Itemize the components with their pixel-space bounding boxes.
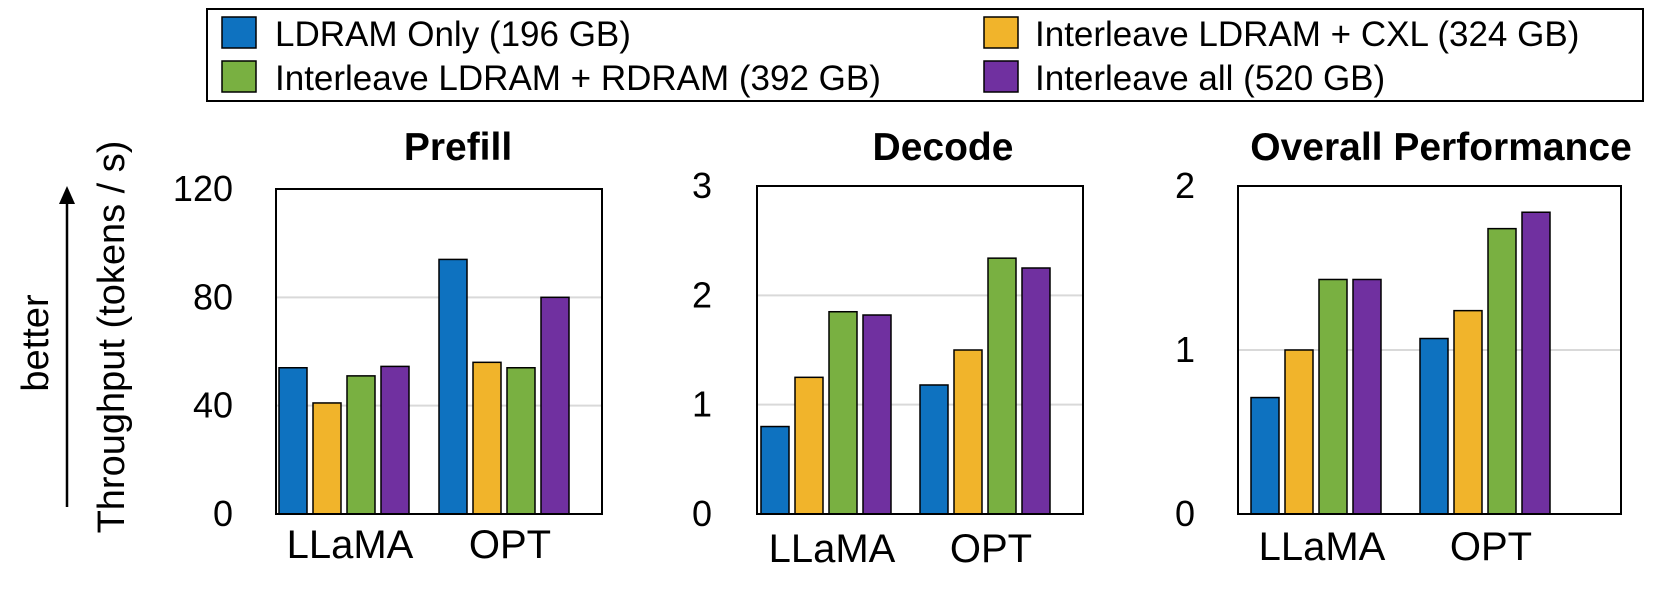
legend: LDRAM Only (196 GB) Interleave LDRAM + C… bbox=[206, 8, 1644, 102]
y-axis-label: Throughput (tokens / s) bbox=[91, 141, 133, 534]
bar-llama-series-2 bbox=[828, 310, 858, 515]
bar-opt-series-3 bbox=[540, 296, 570, 515]
bar-opt-series-2 bbox=[506, 367, 536, 515]
panel-title: Decode bbox=[873, 126, 1014, 169]
legend-label-cxl: Interleave LDRAM + CXL (324 GB) bbox=[1035, 15, 1579, 54]
bar-llama-series-3 bbox=[1352, 278, 1382, 515]
panel-title: Overall Performance bbox=[1250, 126, 1632, 169]
better-label: better bbox=[15, 294, 57, 392]
y-tick-label: 0 bbox=[692, 493, 712, 534]
legend-label-ldram: LDRAM Only (196 GB) bbox=[275, 15, 631, 54]
bar-llama-series-2 bbox=[1318, 278, 1348, 515]
legend-swatch-cxl bbox=[983, 16, 1019, 49]
x-category-label: OPT bbox=[950, 527, 1032, 571]
bar-llama-series-0 bbox=[1250, 396, 1280, 515]
better-arrow bbox=[59, 186, 75, 507]
bar-opt-series-3 bbox=[1021, 267, 1051, 515]
legend-swatch-rdram bbox=[221, 60, 257, 93]
bar-llama-series-1 bbox=[794, 376, 824, 515]
bar-opt-series-0 bbox=[438, 258, 468, 515]
x-category-label: OPT bbox=[1450, 525, 1532, 569]
bar-opt-series-2 bbox=[987, 257, 1017, 515]
bar-llama-series-1 bbox=[312, 402, 342, 515]
bar-opt-series-1 bbox=[1453, 309, 1483, 515]
bar-opt-series-0 bbox=[919, 384, 949, 515]
y-tick-label: 40 bbox=[193, 385, 233, 426]
panel-decode: Decode 0 1 2 3 LLaMA OPT bbox=[692, 126, 1084, 571]
bar-opt-series-3 bbox=[1521, 211, 1551, 515]
panel-overall-performance: Overall Performance 0 1 2 LLaMA OPT bbox=[1175, 126, 1632, 569]
bar-llama-series-3 bbox=[862, 314, 892, 515]
bar-llama-series-0 bbox=[760, 425, 790, 515]
x-category-label: LLaMA bbox=[1259, 525, 1386, 569]
bar-opt-series-1 bbox=[953, 349, 983, 515]
x-category-label: LLaMA bbox=[287, 523, 414, 567]
bar-llama-series-0 bbox=[278, 367, 308, 515]
legend-swatch-all bbox=[983, 60, 1019, 93]
bar-llama-series-3 bbox=[380, 365, 410, 515]
y-tick-label: 2 bbox=[692, 274, 712, 315]
bar-opt-series-0 bbox=[1419, 337, 1449, 515]
panel-title: Prefill bbox=[404, 126, 512, 169]
y-tick-label: 1 bbox=[692, 384, 712, 425]
legend-label-rdram: Interleave LDRAM + RDRAM (392 GB) bbox=[275, 59, 881, 98]
y-tick-label: 0 bbox=[213, 493, 233, 534]
bar-opt-series-1 bbox=[472, 361, 502, 515]
x-category-label: OPT bbox=[469, 523, 551, 567]
y-tick-label: 80 bbox=[193, 276, 233, 317]
panel-prefill: Prefill 0 40 80 120 LLaMA OPT bbox=[173, 126, 603, 567]
bar-llama-series-2 bbox=[346, 375, 376, 515]
y-tick-label: 1 bbox=[1175, 329, 1195, 370]
plot-frame bbox=[756, 185, 1084, 515]
y-tick-label: 3 bbox=[692, 165, 712, 206]
legend-frame bbox=[206, 8, 1644, 102]
bar-opt-series-2 bbox=[1487, 227, 1517, 515]
y-tick-label: 120 bbox=[173, 168, 233, 209]
x-category-label: LLaMA bbox=[769, 527, 896, 571]
y-tick-label: 0 bbox=[1175, 493, 1195, 534]
bar-llama-series-1 bbox=[1284, 349, 1314, 515]
y-tick-label: 2 bbox=[1175, 165, 1195, 206]
legend-swatch-ldram bbox=[221, 16, 257, 49]
plot-frame bbox=[275, 188, 603, 515]
legend-label-all: Interleave all (520 GB) bbox=[1035, 59, 1385, 98]
plot-frame bbox=[1237, 185, 1622, 515]
